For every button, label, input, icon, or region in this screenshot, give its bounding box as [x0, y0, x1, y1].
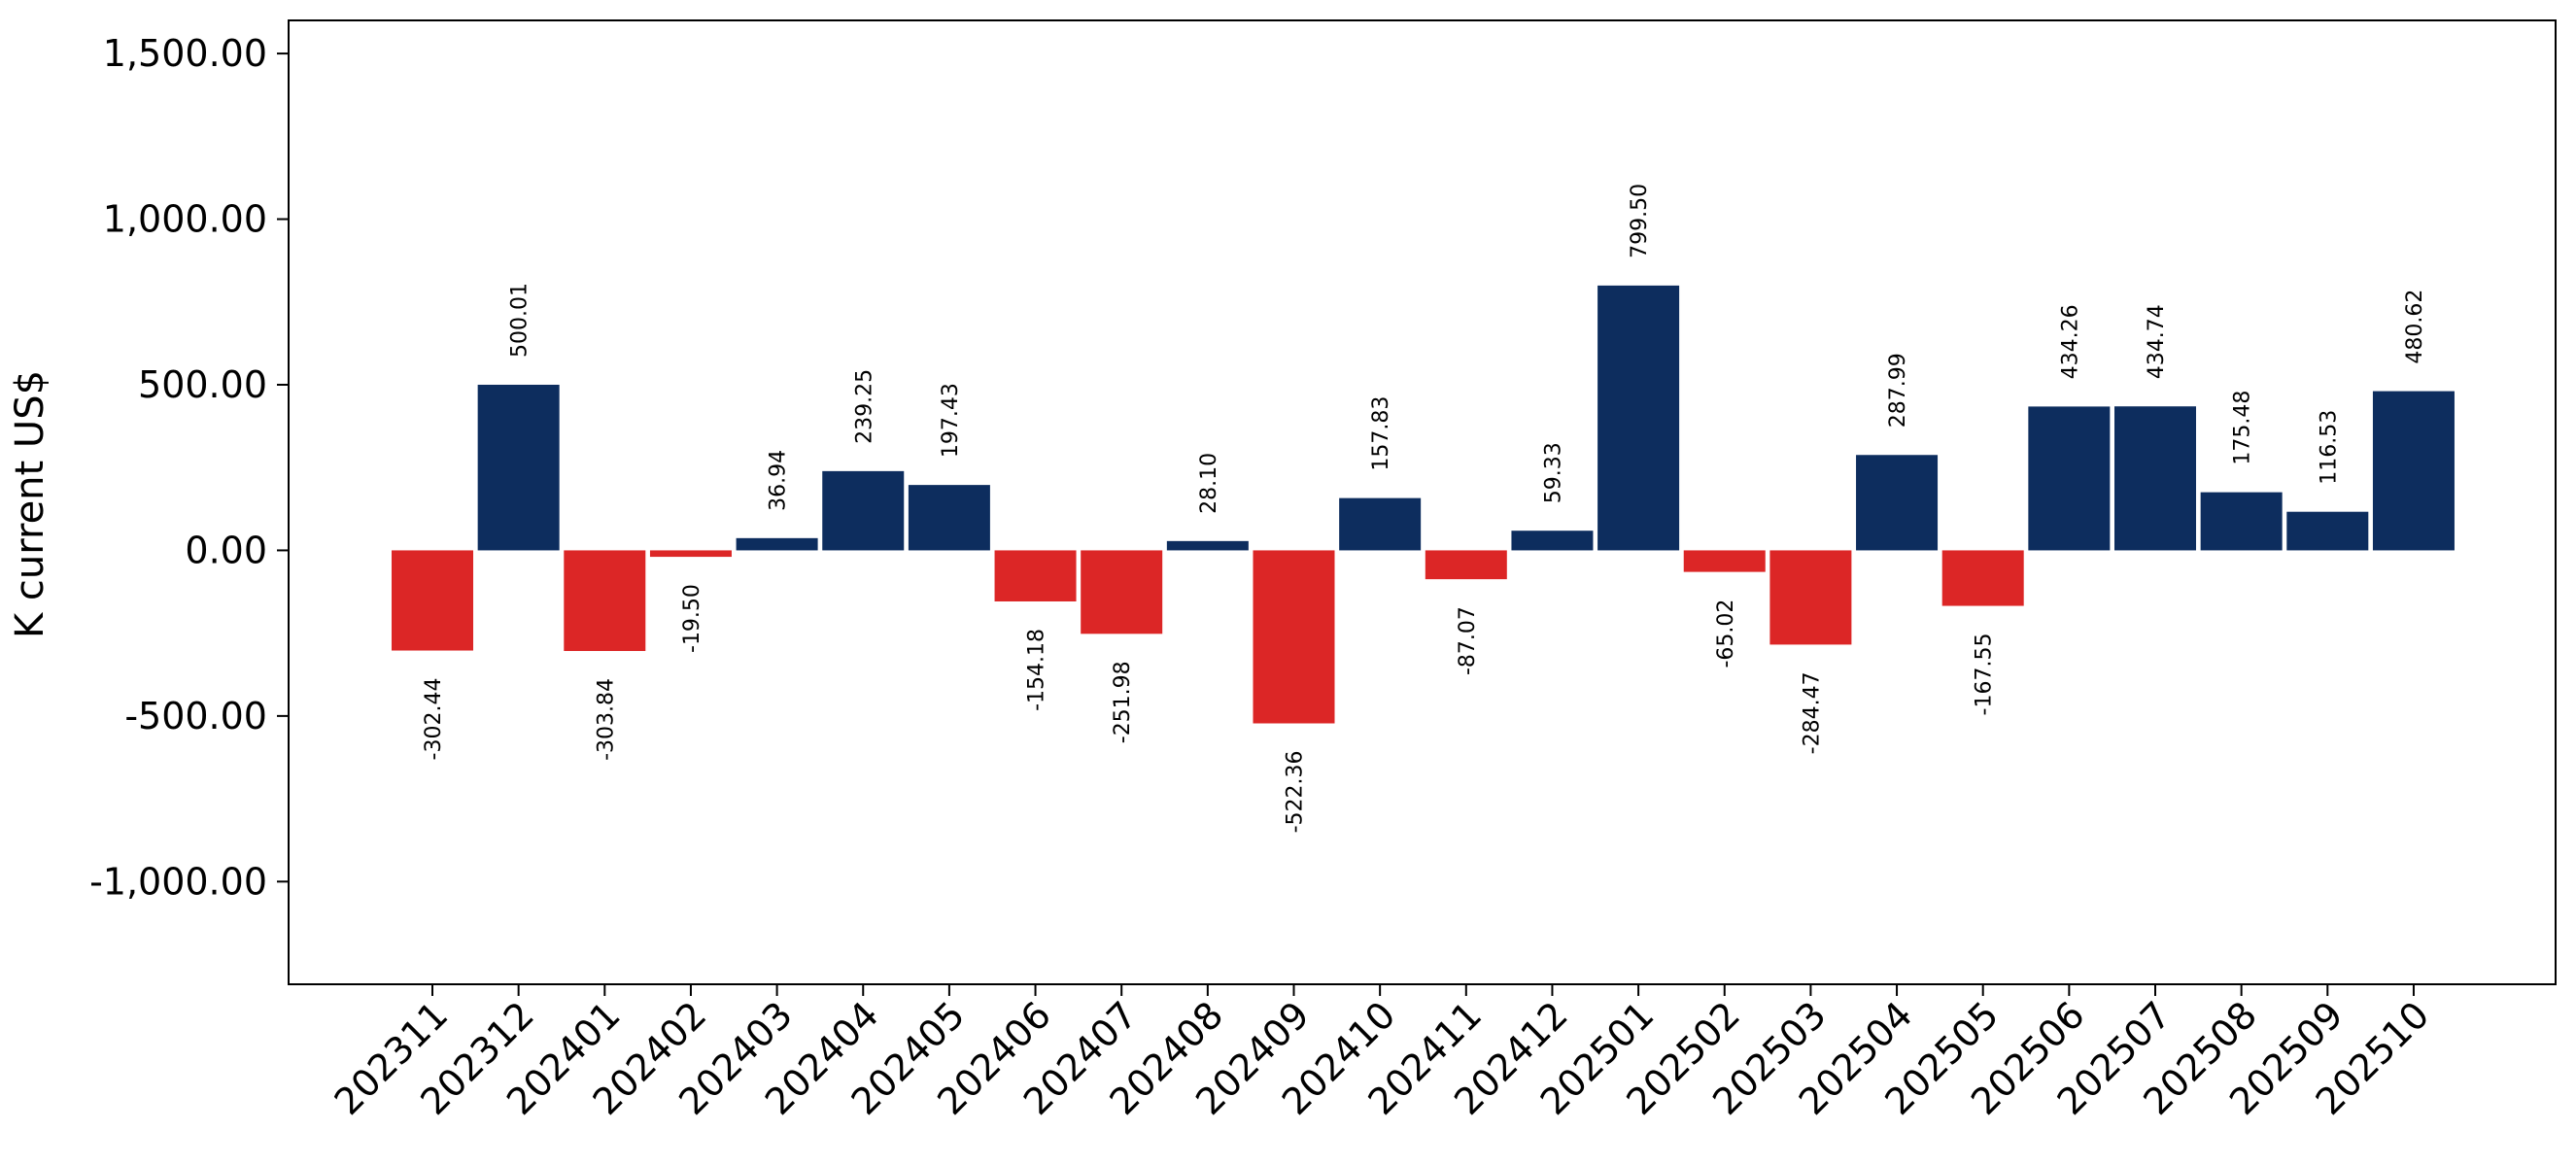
- bar-202508: [2200, 492, 2283, 551]
- data-label-202411: -87.07: [1456, 606, 1480, 675]
- bar-202401: [564, 550, 646, 652]
- bar-202507: [2114, 406, 2196, 551]
- y-tick-label: 1,000.00: [103, 198, 267, 241]
- bar-202402: [649, 550, 732, 558]
- data-label-202506: 434.26: [2058, 304, 2082, 379]
- data-label-202408: 28.10: [1197, 453, 1221, 514]
- data-label-202510: 480.62: [2403, 290, 2427, 364]
- data-label-202503: -284.47: [1800, 671, 1824, 754]
- bar-202510: [2372, 391, 2455, 551]
- data-label-202409: -522.36: [1284, 750, 1308, 833]
- bar-202409: [1253, 550, 1335, 724]
- bar-202311: [392, 550, 473, 651]
- bar-202411: [1425, 550, 1507, 580]
- bar-202410: [1339, 497, 1422, 551]
- bar-202406: [994, 550, 1077, 601]
- bar-202506: [2028, 406, 2111, 551]
- bar-202407: [1081, 550, 1163, 634]
- data-label-202407: -251.98: [1111, 661, 1135, 743]
- data-label-202502: -65.02: [1714, 600, 1738, 668]
- y-tick-label: 0.00: [185, 529, 267, 571]
- data-label-202410: 157.83: [1369, 396, 1393, 471]
- plot-frame: [288, 19, 2557, 985]
- data-label-202505: -167.55: [1973, 634, 1997, 716]
- bar-202312: [477, 384, 560, 551]
- data-label-202412: 59.33: [1541, 442, 1565, 503]
- y-axis: -1,000.00 -500.00 0.00 500.00 1,000.00 1,500.…: [89, 32, 289, 903]
- bar-202405: [908, 485, 990, 551]
- data-label-202404: 239.25: [852, 369, 876, 444]
- data-label-202501: 799.50: [1628, 184, 1652, 258]
- bar-202501: [1597, 285, 1680, 551]
- data-label-202405: 197.43: [939, 383, 963, 458]
- bar-202404: [822, 470, 905, 551]
- y-tick-label: -500.00: [124, 695, 267, 737]
- y-tick-label: -1,000.00: [89, 860, 267, 903]
- bar-202509: [2286, 511, 2369, 551]
- bar-202408: [1166, 540, 1249, 551]
- y-tick-label: 500.00: [138, 363, 267, 406]
- data-label-202406: -154.18: [1025, 629, 1049, 711]
- data-label-202507: 434.74: [2145, 304, 2169, 379]
- bar-202503: [1769, 550, 1852, 645]
- data-label-202311: -302.44: [422, 678, 446, 761]
- bar-202502: [1683, 550, 1766, 572]
- y-tick-label: 1,500.00: [103, 32, 267, 75]
- bar-202403: [736, 537, 818, 551]
- data-label-202403: 36.94: [767, 450, 791, 511]
- x-axis: 2023112023122024012024022024032024042024…: [326, 984, 2437, 1123]
- data-label-202504: 287.99: [1886, 353, 1910, 428]
- bar-202412: [1511, 531, 1594, 551]
- data-labels-group: -302.44 500.01 -303.84 -19.50 36.94 239.25 197…: [422, 184, 2427, 834]
- bar-202505: [1941, 550, 2024, 606]
- bar-202504: [1856, 455, 1939, 551]
- data-label-202508: 175.48: [2231, 391, 2255, 465]
- data-label-202509: 116.53: [2317, 410, 2341, 485]
- data-label-202402: -19.50: [680, 584, 704, 653]
- data-label-202401: -303.84: [594, 678, 618, 761]
- data-label-202312: 500.01: [508, 283, 532, 358]
- y-axis-label: K current US$: [8, 370, 52, 638]
- bars-group: [392, 285, 2455, 724]
